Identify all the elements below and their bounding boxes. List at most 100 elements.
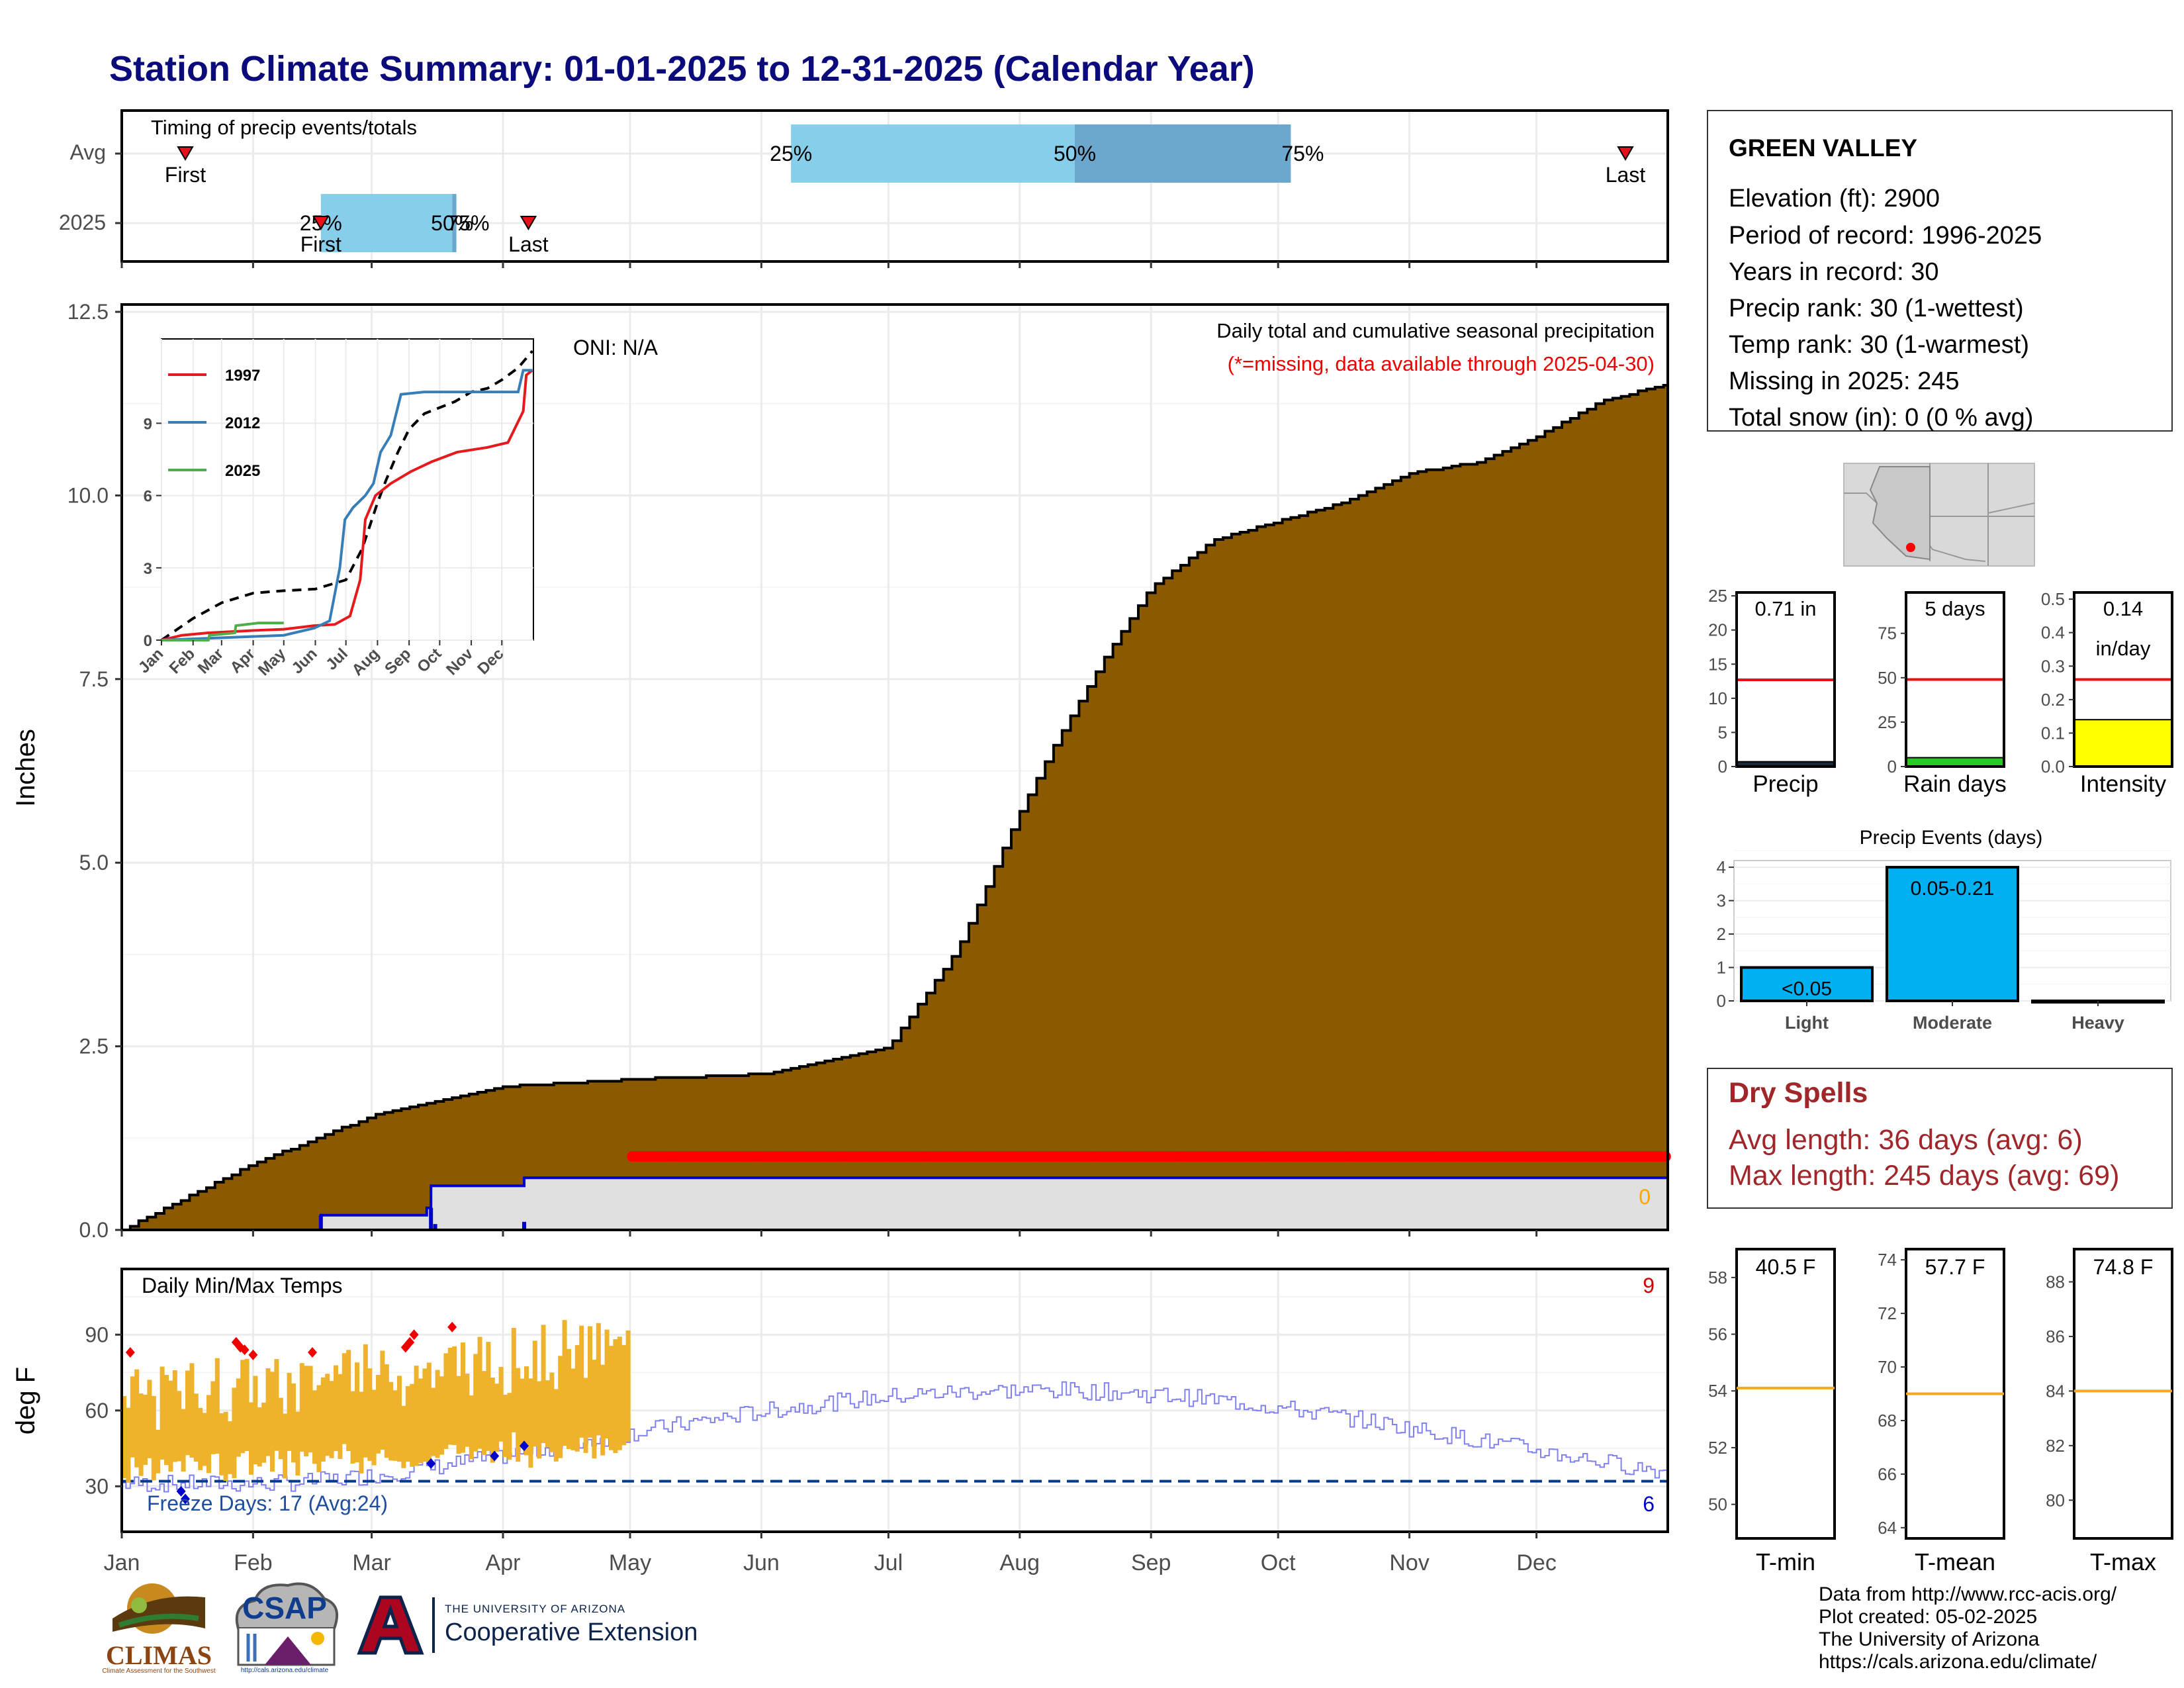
climas-logo-subtitle: Climate Assessment for the Southwest [102, 1667, 216, 1675]
ua-logo-small-text: THE UNIVERSITY OF ARIZONA [445, 1603, 626, 1615]
events-bar-moderate [1886, 866, 2019, 1002]
summary-bar-y-tick-label: 5 [1718, 722, 1727, 742]
daily-temp-bar [532, 1340, 537, 1447]
events-y-tick-label: 1 [1717, 958, 1726, 978]
temp-summary-y-tick-label: 70 [1878, 1357, 1897, 1377]
daily-temp-bar [376, 1375, 381, 1454]
daily-temp-bar [574, 1344, 580, 1452]
record-high-marker [447, 1321, 457, 1333]
snow-total-label: 0 [1639, 1185, 1651, 1209]
daily-temp-bar [270, 1372, 275, 1472]
daily-temp-bar [498, 1366, 504, 1442]
daily-temp-bar [130, 1376, 135, 1458]
daily-temp-bar [214, 1358, 220, 1454]
precip-y-tick-label: 5.0 [79, 851, 109, 874]
events-category-label: Heavy [2071, 1013, 2124, 1033]
climas-logo-text: CLIMAS [105, 1640, 212, 1670]
ua-cooperative-extension-logo: THE UNIVERSITY OF ARIZONA Cooperative Ex… [354, 1592, 738, 1658]
daily-temp-bar [541, 1325, 546, 1443]
daily-temp-bar [380, 1350, 385, 1450]
precip-subtitle: Daily total and cumulative seasonal prec… [1216, 319, 1655, 342]
events-bar-label: <0.05 [1782, 978, 1832, 1000]
record-high-count: 9 [1643, 1274, 1655, 1297]
month-label: Jul [874, 1550, 903, 1575]
daily-temp-bar [592, 1359, 597, 1459]
timing-avg-q75-label: 75% [1281, 142, 1324, 165]
inset-y-tick-label: 0 [144, 632, 152, 650]
daily-temp-bar [367, 1368, 373, 1461]
daily-temp-bar [232, 1387, 237, 1479]
csap-logo: CSAP http://cals.arizona.edu/climate [225, 1575, 344, 1675]
daily-precip-bar [429, 1207, 433, 1230]
summary-bar-label: Precip [1752, 771, 1818, 797]
daily-temp-bar [138, 1393, 144, 1476]
timing-title: Timing of precip events/totals [151, 116, 417, 139]
precip-panel: 0.0 2.5 5.0 7.5 10.0 12.5 Inches ONI: N/A Dai… [11, 300, 1671, 1242]
daily-temp-bar [558, 1356, 563, 1458]
summary-bar-value [1905, 757, 2005, 768]
record-high-marker [308, 1346, 317, 1358]
temp-summary-value-label: 57.7 F [1925, 1255, 1985, 1279]
summary-bar-2: 0.0 0.1 0.2 0.3 0.4 0.5 0.14 in/day Intensity [2041, 589, 2173, 797]
summary-bar-y-tick-label: 50 [1878, 668, 1897, 688]
daily-temp-bar [159, 1366, 165, 1460]
month-label: Aug [1000, 1550, 1040, 1575]
daily-temp-bar [588, 1326, 592, 1438]
events-y-tick-label: 4 [1717, 857, 1726, 877]
daily-temp-bar [122, 1395, 126, 1478]
inset-legend-label: 2025 [225, 462, 260, 480]
summary-bar-0: 0 5 10 15 20 25 0.71 in Precip [1708, 586, 1836, 797]
daily-temp-bar [278, 1397, 283, 1460]
precip-events-chart: Precip Events (days) 0 1 2 3 4 <0.05 Light 0.05… [1717, 827, 2171, 1033]
daily-temp-bar [579, 1325, 584, 1438]
footer-institution: The University of Arizona [1819, 1628, 2040, 1650]
inset-legend-label: 1997 [225, 367, 260, 385]
daily-temp-bar [621, 1344, 627, 1446]
summary-bar-border [1735, 591, 1836, 768]
temp-summary-y-tick-label: 54 [1708, 1381, 1727, 1401]
temp-panel-title: Daily Min/Max Temps [142, 1274, 342, 1297]
summary-bar-y-tick-label: 0 [1888, 757, 1897, 776]
daily-temp-bar [490, 1378, 495, 1463]
csap-logo-url: http://cals.arizona.edu/climate [240, 1667, 329, 1674]
timing-current-q50-label: 50% [431, 211, 473, 235]
daily-temp-bar [545, 1380, 550, 1448]
timing-avg-first-marker [177, 146, 194, 161]
precip-y-tick-label: 7.5 [79, 667, 109, 691]
daily-temp-bar [516, 1368, 521, 1462]
freeze-days-label: Freeze Days: 17 (Avg:24) [147, 1491, 388, 1515]
current-cumulative-precip-area [122, 1178, 1668, 1230]
record-high-marker [125, 1346, 135, 1358]
station-snow: Total snow (in): 0 (0 % avg) [1729, 404, 2033, 432]
station-period: Period of record: 1996-2025 [1729, 222, 2042, 250]
missing-data-marker [1660, 1151, 1671, 1162]
daily-temp-bar [511, 1327, 516, 1432]
daily-temp-bar [346, 1350, 351, 1452]
temp-y-tick-label: 30 [85, 1474, 109, 1498]
daily-temp-bar [507, 1393, 512, 1460]
summary-bar-1: 0 25 50 75 5 days Rain days [1878, 591, 2007, 797]
daily-temp-bar [134, 1369, 140, 1468]
temp-summary-y-tick-label: 84 [2046, 1381, 2065, 1401]
daily-temp-bar [249, 1402, 253, 1475]
summary-bar-y-tick-label: 25 [1878, 712, 1897, 732]
summary-bar-y-tick-label: 25 [1708, 586, 1727, 606]
daily-temp-bar [304, 1366, 309, 1457]
daily-temp-bar [461, 1342, 465, 1453]
daily-temp-bar [613, 1339, 618, 1454]
summary-bar-y-tick-label: 10 [1708, 688, 1727, 708]
temp-summary-y-tick-label: 68 [1878, 1411, 1897, 1430]
daily-temp-bar [156, 1429, 161, 1474]
daily-temp-bar [219, 1413, 224, 1476]
daily-temp-bar [583, 1378, 588, 1453]
events-category-label: Moderate [1913, 1013, 1992, 1033]
daily-temp-bar [236, 1378, 241, 1457]
daily-temp-bar [206, 1395, 211, 1474]
daily-precip-bar [522, 1221, 526, 1230]
temp-summary-y-tick-label: 64 [1878, 1518, 1897, 1538]
daily-temp-bar [147, 1380, 152, 1458]
daily-temp-bar [172, 1370, 177, 1462]
events-category-label: Light [1785, 1013, 1829, 1033]
month-label: Apr [486, 1550, 521, 1575]
daily-temp-bar [341, 1353, 347, 1444]
